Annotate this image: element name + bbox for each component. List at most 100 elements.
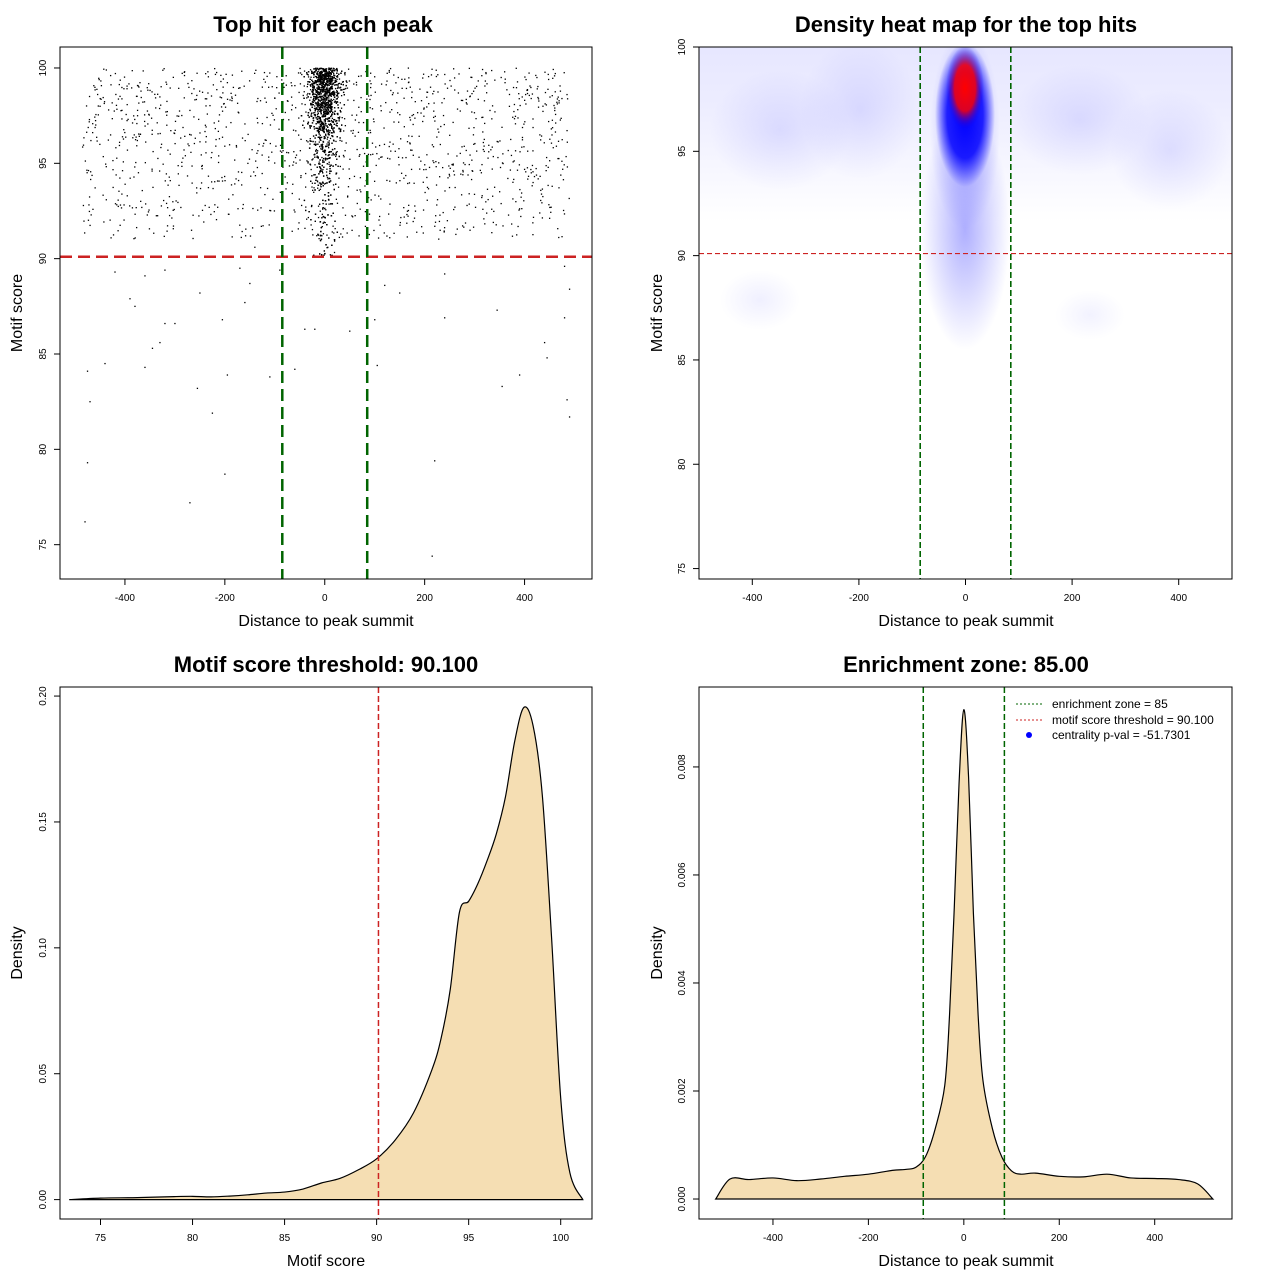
scatter-point — [329, 115, 332, 118]
scatter-point — [403, 126, 405, 128]
scatter-point — [406, 236, 408, 238]
scatter-point — [327, 130, 329, 133]
scatter-point — [314, 71, 316, 73]
scatter-point — [331, 125, 333, 128]
scatter-point — [237, 179, 240, 182]
scatter-point — [406, 213, 408, 216]
scatter-point — [383, 143, 386, 146]
scatter-point — [313, 74, 315, 76]
scatter-point — [316, 94, 318, 96]
scatter-point — [316, 155, 318, 157]
scatter-point — [323, 135, 325, 138]
scatter-point — [319, 91, 321, 93]
scatter-point — [297, 134, 300, 136]
scatter-point — [238, 87, 240, 89]
scatter-point — [174, 129, 176, 131]
scatter-point — [515, 87, 518, 89]
scatter-point — [111, 118, 113, 120]
scatter-point — [318, 117, 320, 120]
scatter-point — [136, 109, 139, 112]
scatter-point — [441, 102, 443, 104]
scatter-point — [314, 110, 316, 112]
scatter-point — [315, 90, 317, 92]
scatter-point — [422, 73, 425, 75]
scatter-point — [323, 85, 325, 88]
scatter-point — [471, 76, 473, 79]
scatter-point — [121, 118, 123, 120]
scatter-point — [258, 143, 260, 146]
scatter-point — [386, 72, 388, 74]
scatter-point — [90, 139, 92, 142]
scatter-point — [456, 155, 458, 157]
scatter-point — [443, 123, 445, 126]
scatter-point — [357, 75, 360, 78]
scatter-point — [322, 141, 325, 143]
scatter-point — [423, 108, 425, 110]
scatter-point — [140, 90, 142, 92]
scatter-point — [333, 240, 336, 242]
scatter-point — [312, 89, 314, 92]
scatter-point — [283, 86, 285, 88]
scatter-point — [344, 71, 346, 74]
scatter-point — [557, 228, 559, 230]
scatter-point — [228, 144, 231, 146]
x-tick-label: 200 — [1064, 593, 1081, 604]
scatter-point — [320, 89, 322, 91]
scatter-point — [328, 237, 330, 239]
x-tick-label: 200 — [416, 593, 433, 604]
scatter-point — [439, 143, 441, 146]
scatter-point — [504, 82, 506, 84]
scatter-point — [340, 72, 342, 74]
scatter-point — [308, 147, 311, 149]
scatter-point — [325, 88, 327, 90]
scatter-point — [407, 209, 410, 212]
scatter-point — [324, 76, 326, 78]
scatter-point — [333, 98, 335, 101]
scatter-point — [316, 152, 318, 154]
scatter-point — [321, 107, 323, 109]
scatter-point — [282, 82, 285, 84]
scatter-point — [282, 150, 284, 152]
scatter-point — [322, 88, 325, 90]
scatter-point — [535, 74, 537, 77]
scatter-point — [317, 103, 319, 105]
scatter-point — [341, 140, 343, 142]
scatter-point — [320, 123, 322, 125]
scatter-point — [322, 208, 324, 210]
scatter-point — [166, 114, 168, 116]
scatter-point — [331, 154, 333, 156]
legend-label-centrality: centrality p-val = -51.7301 — [1052, 728, 1191, 742]
scatter-point — [322, 91, 324, 93]
scatter-point — [222, 92, 224, 94]
scatter-point — [278, 128, 280, 130]
scatter-point — [165, 83, 168, 85]
scatter-point — [510, 154, 513, 157]
scatter-point — [477, 98, 479, 101]
scatter-point — [422, 181, 424, 183]
scatter-point — [94, 126, 96, 129]
scatter-point — [287, 100, 289, 102]
scatter-point — [172, 209, 174, 211]
scatter-point — [388, 145, 390, 148]
scatter-point — [442, 166, 444, 169]
scatter-point — [325, 171, 328, 173]
y-tick-label: 75 — [677, 563, 688, 575]
scatter-point — [276, 76, 278, 78]
scatter-point — [432, 160, 434, 162]
scatter-point — [341, 116, 343, 119]
scatter-point — [323, 166, 325, 168]
scatter-point — [319, 188, 322, 190]
scatter-point — [321, 143, 324, 146]
scatter-point — [322, 101, 325, 103]
y-tick-label: 85 — [677, 354, 688, 366]
scatter-point — [465, 102, 468, 104]
scatter-point — [320, 186, 322, 188]
scatter-point — [537, 98, 540, 100]
scatter-point — [313, 154, 315, 156]
distance-density-y-label: Density — [649, 926, 666, 979]
scatter-point — [327, 110, 330, 112]
scatter-point — [556, 98, 559, 100]
scatter-point — [312, 234, 314, 236]
scatter-point — [507, 214, 510, 216]
